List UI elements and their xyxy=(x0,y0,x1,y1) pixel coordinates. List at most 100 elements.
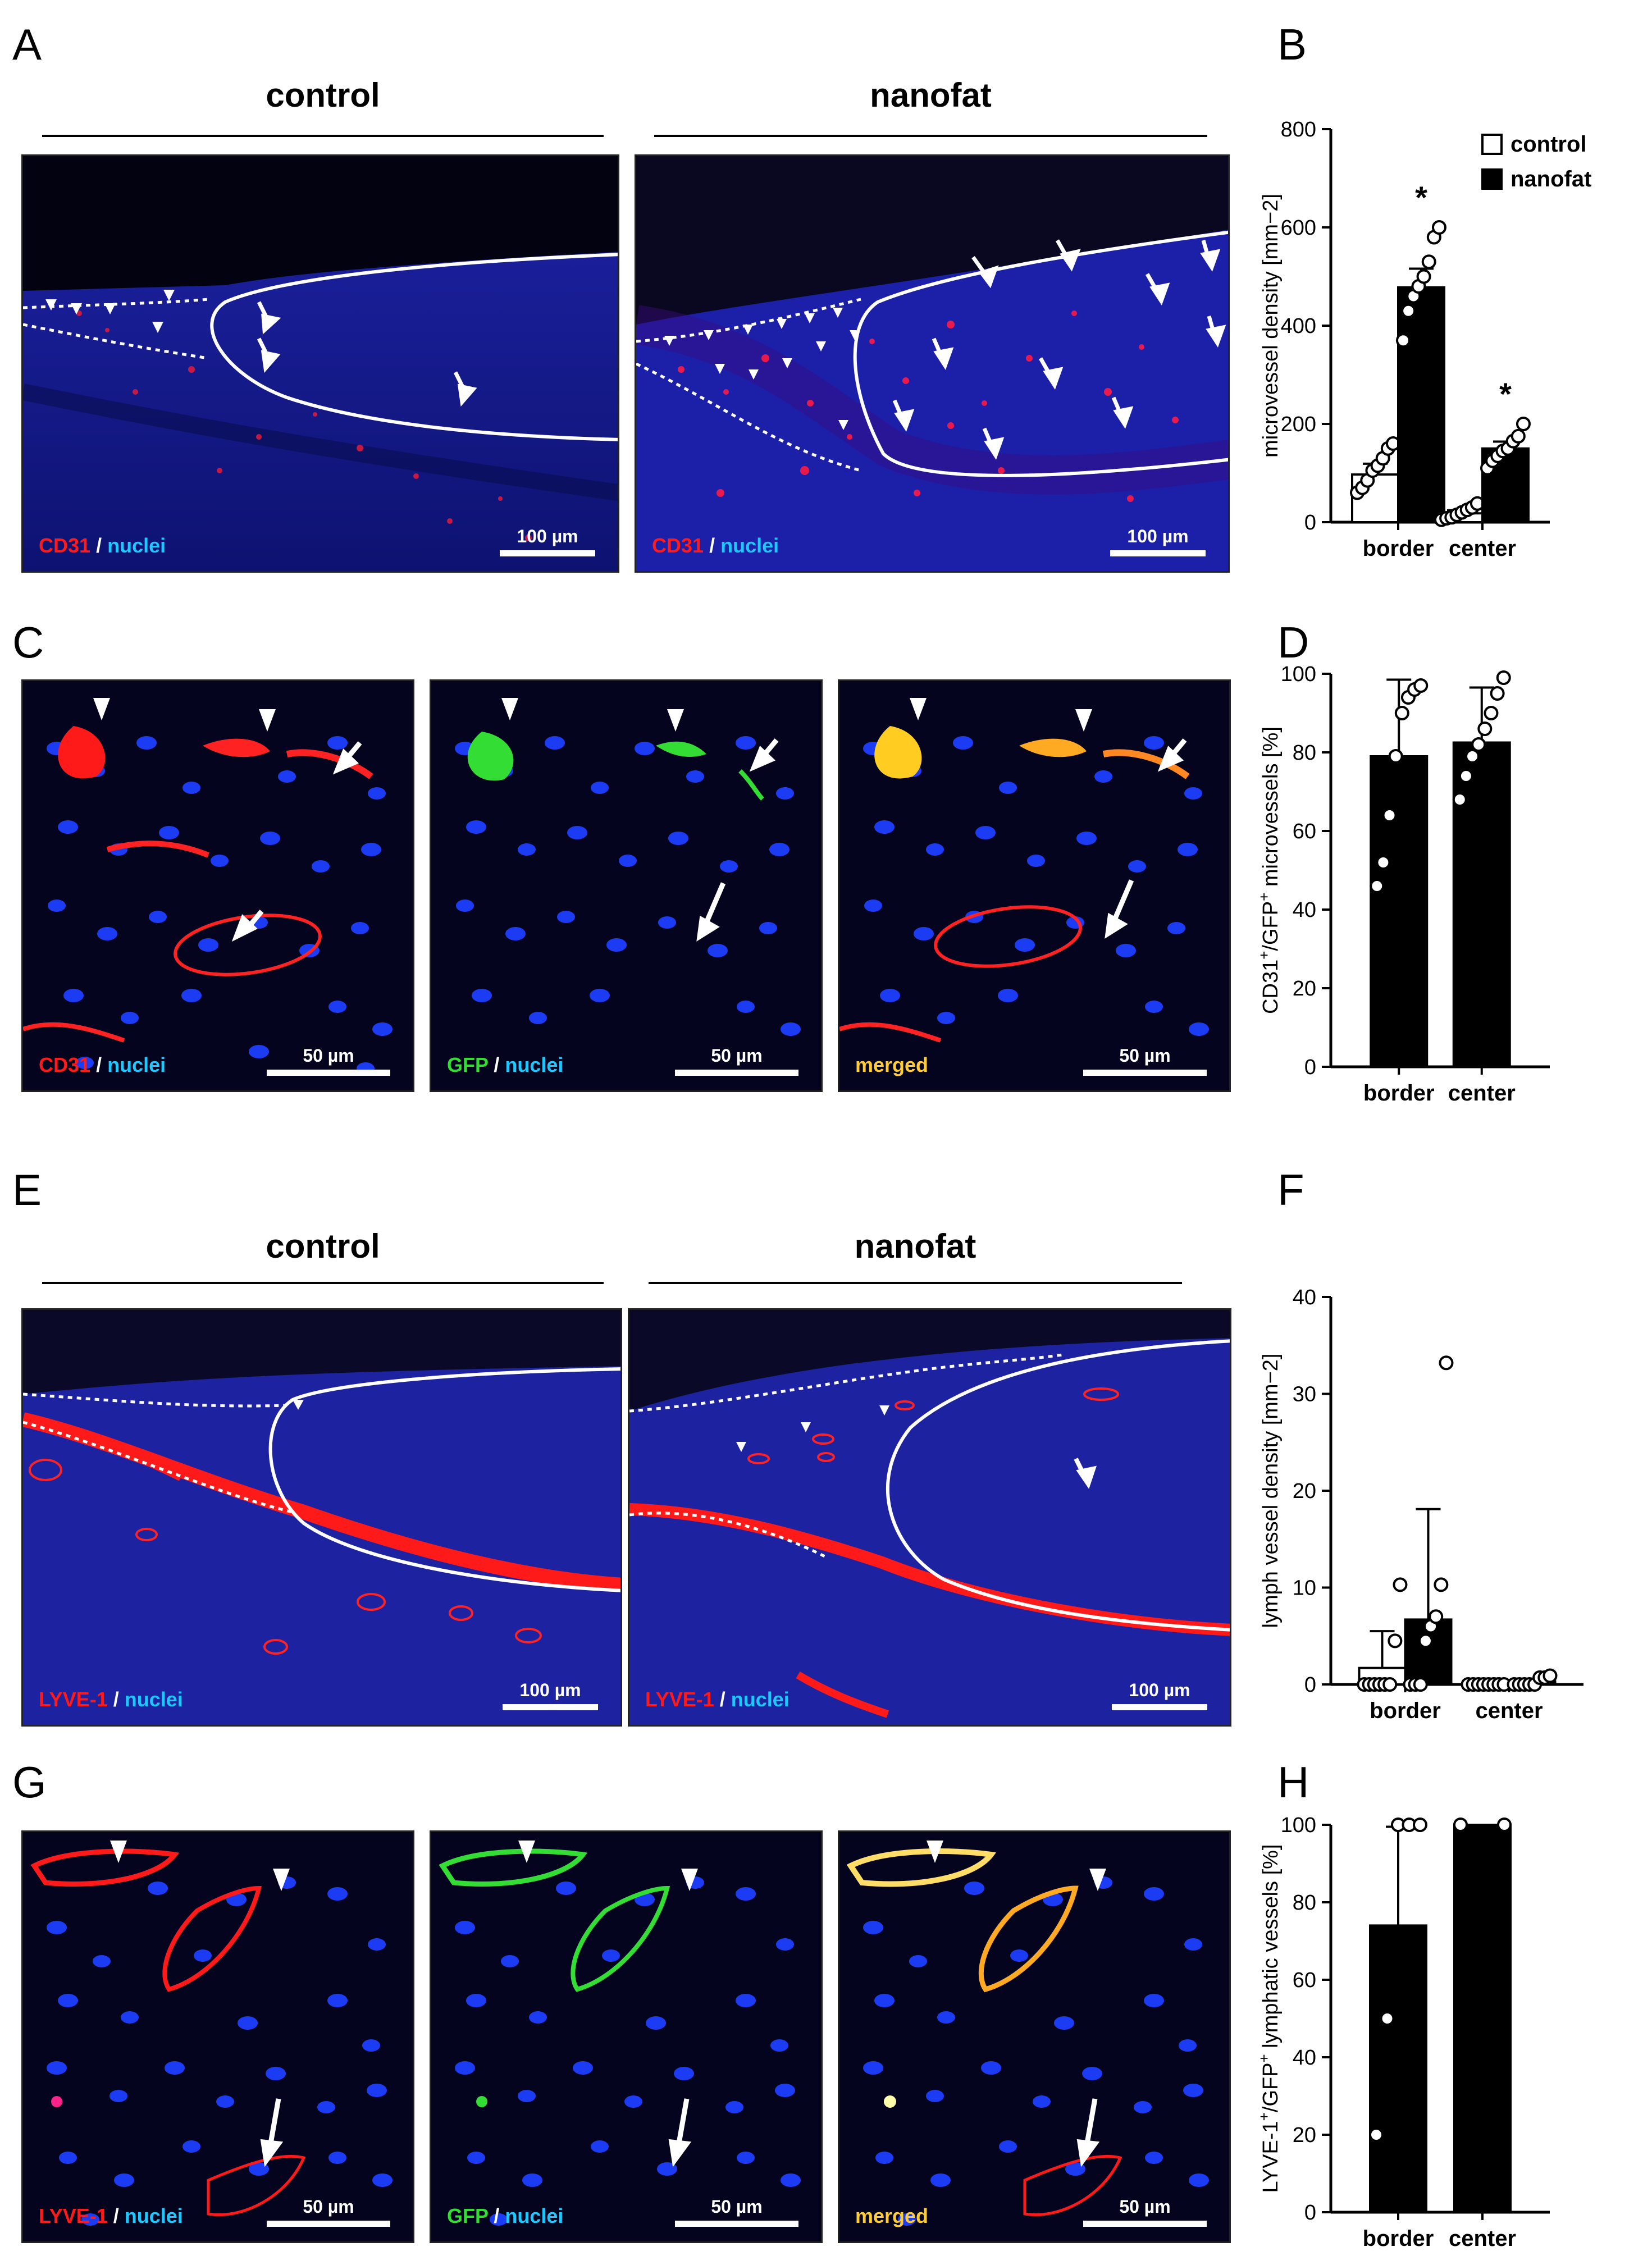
caption-cd31: CD31 xyxy=(39,1053,91,1076)
data-point xyxy=(1516,417,1531,431)
micrograph-e-control: LYVE-1 / nuclei 100 µm xyxy=(21,1308,622,1727)
caption-sep: / xyxy=(96,534,102,557)
scale-bar-line xyxy=(1083,1070,1207,1076)
x-tick-label: center xyxy=(1449,2226,1516,2251)
caption-sep: / xyxy=(709,534,715,557)
micrograph-a-nanofat: CD31 / nuclei 100 µm xyxy=(635,154,1230,573)
data-point xyxy=(1396,333,1411,348)
x-tick-label: border xyxy=(1363,2226,1434,2251)
stain-caption: merged xyxy=(855,2204,928,2228)
group-label-control-e: control xyxy=(266,1227,380,1265)
group-underline xyxy=(654,135,1207,137)
y-tick-label: 100 xyxy=(1281,1814,1316,1837)
x-tick-label: center xyxy=(1448,1081,1516,1106)
scale-bar-line xyxy=(267,2221,390,2227)
data-point xyxy=(1439,1355,1454,1371)
stain-caption: merged xyxy=(855,1053,928,1077)
chart-b: 0 200 400 600 800 microvessel density [mm−2] b… xyxy=(1259,118,1591,561)
caption-lyve1: LYVE-1 xyxy=(39,2204,108,2227)
group-label-control-a: control xyxy=(266,76,380,114)
data-point xyxy=(1413,1818,1427,1832)
caption-sep: / xyxy=(113,1688,119,1711)
y-tick-label: 0 xyxy=(1304,1673,1316,1697)
group-underline xyxy=(42,135,604,137)
caption-nuclei: nuclei xyxy=(505,2204,564,2227)
y-tick-label: 100 xyxy=(1281,663,1316,686)
data-point xyxy=(1388,749,1403,764)
scale-bar: 50 µm xyxy=(675,1045,798,1076)
caption-gfp: GFP xyxy=(447,2204,489,2227)
bar xyxy=(1453,1824,1512,2213)
caption-nuclei: nuclei xyxy=(107,1053,166,1076)
y-tick-label: 10 xyxy=(1293,1577,1316,1600)
data-point xyxy=(1416,269,1431,284)
micrograph-a-control-image xyxy=(23,252,618,571)
scale-bar-line xyxy=(675,1070,798,1076)
y-axis-label: lymph vessel density [mm−2] xyxy=(1259,1354,1283,1628)
stain-caption: LYVE-1 / nuclei xyxy=(39,1688,183,1711)
scale-bar-line xyxy=(1112,1704,1207,1710)
legend-label: nanofat xyxy=(1510,167,1591,191)
micrograph-c-gfp: GFP / nuclei 50 µm xyxy=(430,679,823,1092)
y-axis-label-part: /GFP xyxy=(1259,2062,1283,2112)
y-tick-label: 400 xyxy=(1281,314,1316,338)
data-point xyxy=(1421,254,1436,270)
data-point xyxy=(1393,1577,1408,1592)
data-point xyxy=(1369,2127,1384,2142)
micrograph-g-lyve1: LYVE-1 / nuclei 50 µm xyxy=(21,1830,414,2243)
panel-label-h: H xyxy=(1277,1757,1309,1807)
stain-caption: LYVE-1 / nuclei xyxy=(39,2204,183,2228)
panel-label-d: D xyxy=(1277,618,1309,667)
group-underline xyxy=(649,1282,1182,1284)
scale-bar-line xyxy=(267,1070,390,1076)
scale-bar: 100 µm xyxy=(503,1680,598,1710)
significance-marker: * xyxy=(1499,376,1512,412)
stain-caption: GFP / nuclei xyxy=(447,2204,563,2228)
caption-nuclei: nuclei xyxy=(505,1053,564,1076)
scale-bar: 50 µm xyxy=(267,1045,390,1076)
data-point xyxy=(1380,2011,1395,2026)
data-point xyxy=(1452,792,1467,807)
micrograph-e-nanofat-image xyxy=(629,1338,1230,1725)
stain-caption: CD31 / nuclei xyxy=(652,534,779,558)
arrows xyxy=(231,741,362,942)
data-point xyxy=(1413,1677,1428,1692)
x-tick-label: border xyxy=(1363,536,1434,561)
y-tick-label: 0 xyxy=(1304,2201,1316,2225)
y-axis-label-part: + xyxy=(1256,2112,1272,2121)
y-tick-label: 200 xyxy=(1281,413,1316,436)
scale-bar-label: 50 µm xyxy=(1119,2196,1171,2217)
panel-label-f: F xyxy=(1277,1165,1304,1214)
micrograph-e-nanofat: LYVE-1 / nuclei 100 µm xyxy=(628,1308,1231,1727)
y-tick-label: 80 xyxy=(1293,1891,1316,1915)
scale-bar-line xyxy=(1083,2221,1207,2227)
caption-lyve1: LYVE-1 xyxy=(39,1688,108,1711)
micrograph-c-merged: merged 50 µm xyxy=(838,679,1231,1092)
scale-bar-label: 50 µm xyxy=(711,1045,763,1066)
micrograph-a-control: CD31 / nuclei 100 µm xyxy=(21,154,619,573)
y-axis-label-part: /GFP xyxy=(1259,901,1283,951)
significance-marker: * xyxy=(1415,180,1427,215)
scale-bar-line xyxy=(503,1704,598,1710)
caption-nuclei: nuclei xyxy=(124,1688,183,1711)
y-tick-label: 40 xyxy=(1293,1286,1316,1309)
data-point xyxy=(1490,686,1505,701)
y-tick-label: 40 xyxy=(1293,898,1316,922)
bar xyxy=(1370,755,1429,1068)
data-point xyxy=(1543,1668,1558,1683)
y-tick-label: 600 xyxy=(1281,216,1316,240)
stain-caption: LYVE-1 / nuclei xyxy=(645,1688,790,1711)
y-tick-label: 20 xyxy=(1293,2124,1316,2147)
data-point xyxy=(1429,1609,1444,1624)
micrograph-c-merged-image xyxy=(839,698,1209,1043)
y-tick-label: 0 xyxy=(1304,511,1316,535)
bar xyxy=(1397,286,1445,523)
group-label-nanofat-a: nanofat xyxy=(870,76,992,114)
x-tick-label: border xyxy=(1363,1081,1435,1106)
micrograph-g-merged: merged 50 µm xyxy=(838,1830,1231,2243)
scale-bar: 100 µm xyxy=(1110,526,1206,556)
panel-label-g: G xyxy=(12,1757,47,1807)
scale-bar-label: 100 µm xyxy=(517,526,578,546)
